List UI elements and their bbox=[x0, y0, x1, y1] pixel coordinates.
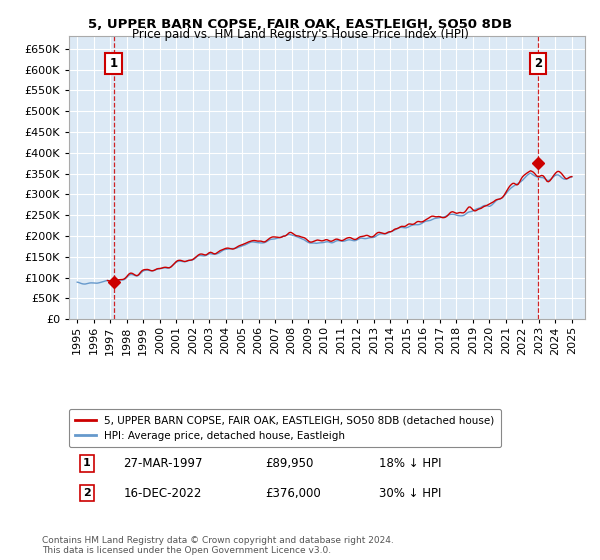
Text: Contains HM Land Registry data © Crown copyright and database right 2024.: Contains HM Land Registry data © Crown c… bbox=[42, 536, 394, 545]
HPI: Average price, detached house, Eastleigh: (2e+03, 1.26e+05): Average price, detached house, Eastleigh… bbox=[167, 264, 174, 270]
Line: 5, UPPER BARN COPSE, FAIR OAK, EASTLEIGH, SO50 8DB (detached house): 5, UPPER BARN COPSE, FAIR OAK, EASTLEIGH… bbox=[107, 171, 572, 282]
HPI: Average price, detached house, Eastleigh: (2.01e+03, 1.95e+05): Average price, detached house, Eastleigh… bbox=[356, 235, 364, 241]
5, UPPER BARN COPSE, FAIR OAK, EASTLEIGH, SO50 8DB (detached house) bbox=[568, 173, 575, 180]
HPI: Average price, detached house, Eastleigh: (2.02e+03, 3.51e+05): Average price, detached house, Eastleigh… bbox=[527, 170, 534, 176]
5, UPPER BARN COPSE, FAIR OAK, EASTLEIGH, SO50 8DB (detached house) bbox=[422, 216, 430, 223]
Text: 27-MAR-1997: 27-MAR-1997 bbox=[123, 457, 203, 470]
Text: £89,950: £89,950 bbox=[265, 457, 313, 470]
Line: HPI: Average price, detached house, Eastleigh: HPI: Average price, detached house, East… bbox=[77, 173, 572, 284]
Text: 1: 1 bbox=[83, 459, 91, 468]
Text: 16-DEC-2022: 16-DEC-2022 bbox=[123, 487, 202, 500]
HPI: Average price, detached house, Eastleigh: (2e+03, 8.74e+04): Average price, detached house, Eastleigh… bbox=[89, 279, 96, 286]
Text: Price paid vs. HM Land Registry's House Price Index (HPI): Price paid vs. HM Land Registry's House … bbox=[131, 28, 469, 41]
Text: 5, UPPER BARN COPSE, FAIR OAK, EASTLEIGH, SO50 8DB: 5, UPPER BARN COPSE, FAIR OAK, EASTLEIGH… bbox=[88, 18, 512, 31]
5, UPPER BARN COPSE, FAIR OAK, EASTLEIGH, SO50 8DB (detached house) bbox=[458, 209, 466, 216]
Text: 30% ↓ HPI: 30% ↓ HPI bbox=[379, 487, 441, 500]
Text: 18% ↓ HPI: 18% ↓ HPI bbox=[379, 457, 441, 470]
Legend: 5, UPPER BARN COPSE, FAIR OAK, EASTLEIGH, SO50 8DB (detached house), HPI: Averag: 5, UPPER BARN COPSE, FAIR OAK, EASTLEIGH… bbox=[69, 409, 501, 447]
5, UPPER BARN COPSE, FAIR OAK, EASTLEIGH, SO50 8DB (detached house) bbox=[109, 279, 116, 286]
HPI: Average price, detached house, Eastleigh: (2.01e+03, 2.07e+05): Average price, detached house, Eastleigh… bbox=[384, 230, 391, 236]
Text: 2: 2 bbox=[83, 488, 91, 498]
HPI: Average price, detached house, Eastleigh: (2e+03, 8.45e+04): Average price, detached house, Eastleigh… bbox=[80, 281, 88, 287]
Text: This data is licensed under the Open Government Licence v3.0.: This data is licensed under the Open Gov… bbox=[42, 545, 331, 555]
Text: 1: 1 bbox=[110, 57, 118, 70]
5, UPPER BARN COPSE, FAIR OAK, EASTLEIGH, SO50 8DB (detached house) bbox=[194, 252, 202, 259]
5, UPPER BARN COPSE, FAIR OAK, EASTLEIGH, SO50 8DB (detached house) bbox=[557, 170, 565, 176]
5, UPPER BARN COPSE, FAIR OAK, EASTLEIGH, SO50 8DB (detached house) bbox=[206, 249, 213, 256]
Text: £376,000: £376,000 bbox=[265, 487, 321, 500]
Text: 2: 2 bbox=[534, 57, 542, 70]
5, UPPER BARN COPSE, FAIR OAK, EASTLEIGH, SO50 8DB (detached house) bbox=[104, 277, 111, 284]
5, UPPER BARN COPSE, FAIR OAK, EASTLEIGH, SO50 8DB (detached house) bbox=[527, 167, 534, 174]
HPI: Average price, detached house, Eastleigh: (2e+03, 8.91e+04): Average price, detached house, Eastleigh… bbox=[74, 279, 81, 286]
5, UPPER BARN COPSE, FAIR OAK, EASTLEIGH, SO50 8DB (detached house) bbox=[130, 270, 137, 277]
HPI: Average price, detached house, Eastleigh: (2.02e+03, 3.42e+05): Average price, detached house, Eastleigh… bbox=[568, 174, 575, 180]
HPI: Average price, detached house, Eastleigh: (2.01e+03, 2.01e+05): Average price, detached house, Eastleigh… bbox=[373, 232, 380, 239]
HPI: Average price, detached house, Eastleigh: (2.02e+03, 3.19e+05): Average price, detached house, Eastleigh… bbox=[509, 183, 517, 190]
